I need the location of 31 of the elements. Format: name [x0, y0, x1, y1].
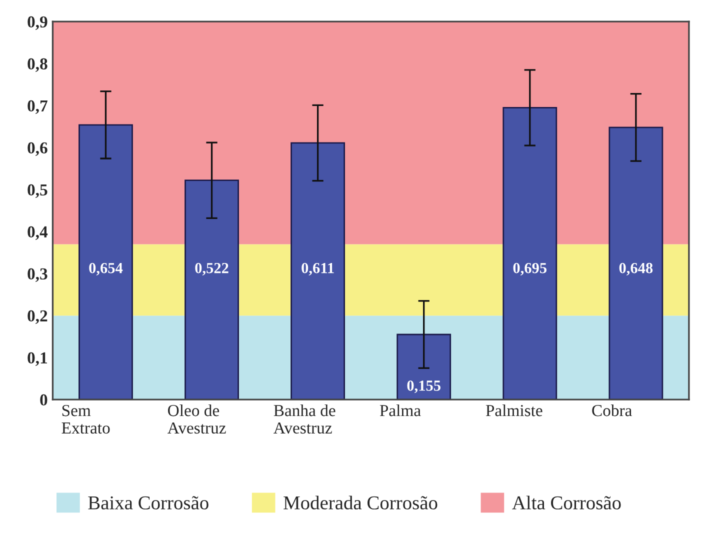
- legend-label: Baixa Corrosão: [88, 496, 208, 510]
- bar: [396, 334, 452, 400]
- y-tick-label: 0,9: [28, 16, 48, 30]
- y-tick-label: 0,7: [28, 100, 48, 114]
- data-label: 0,522: [195, 262, 228, 276]
- x-tick-label: Cobra: [592, 404, 632, 416]
- data-label: 0,648: [619, 262, 653, 276]
- bar: [608, 126, 664, 400]
- y-tick-label: 0,3: [28, 268, 48, 282]
- y-tick-label: 0,4: [28, 226, 48, 240]
- y-tick-label: 0,5: [28, 184, 48, 198]
- bar: [290, 142, 346, 400]
- y-tick-label: 0: [40, 394, 48, 406]
- bar: [184, 180, 239, 400]
- y-tick-label: 0,1: [28, 352, 47, 366]
- data-label: 0,611: [302, 262, 334, 276]
- x-tick-label: Oleo de Avestruz: [168, 404, 226, 434]
- x-tick-label: Sem Extrato: [62, 404, 110, 434]
- y-tick-label: 0,8: [28, 58, 48, 72]
- y-tick-label: 0,6: [28, 142, 48, 156]
- y-tick-label: 0,2: [28, 310, 48, 324]
- bar: [78, 124, 133, 400]
- legend-label: Alta Corrosão: [512, 496, 621, 510]
- data-label: 0,654: [89, 262, 123, 276]
- data-label: 0,695: [513, 262, 547, 276]
- x-tick-label: Palma: [380, 404, 421, 416]
- x-tick-label: Banha de Avestruz: [274, 404, 336, 434]
- data-label: 0,155: [407, 380, 440, 394]
- bar: [502, 107, 558, 400]
- x-tick-label: Palmiste: [486, 404, 542, 416]
- legend-label: Moderada Corrosão: [284, 496, 438, 510]
